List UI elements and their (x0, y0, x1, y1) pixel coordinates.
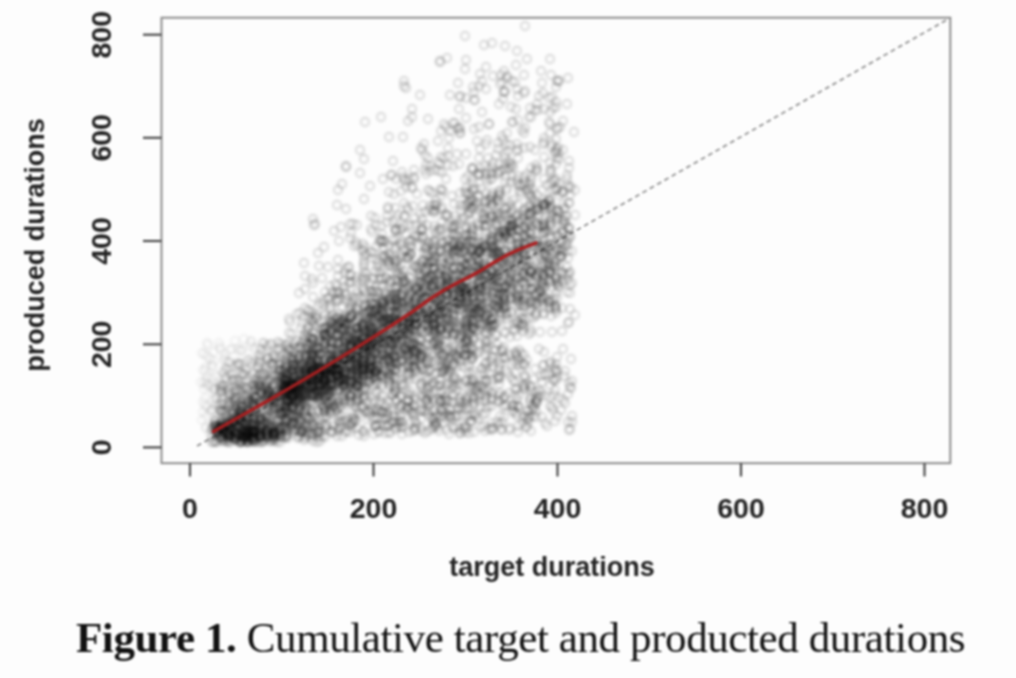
svg-text:produced durations: produced durations (20, 118, 50, 372)
svg-text:Figure 1. Cumulative target an: Figure 1. Cumulative target and producte… (76, 614, 965, 661)
svg-text:800: 800 (85, 11, 117, 59)
svg-text:400: 400 (534, 492, 582, 524)
svg-text:0: 0 (182, 492, 198, 524)
svg-text:target durations: target durations (449, 552, 655, 582)
svg-text:200: 200 (85, 321, 117, 369)
svg-text:0: 0 (85, 439, 117, 455)
svg-text:200: 200 (350, 492, 398, 524)
svg-text:600: 600 (85, 114, 117, 162)
svg-text:400: 400 (85, 217, 117, 265)
svg-text:800: 800 (901, 492, 949, 524)
svg-text:600: 600 (717, 492, 765, 524)
